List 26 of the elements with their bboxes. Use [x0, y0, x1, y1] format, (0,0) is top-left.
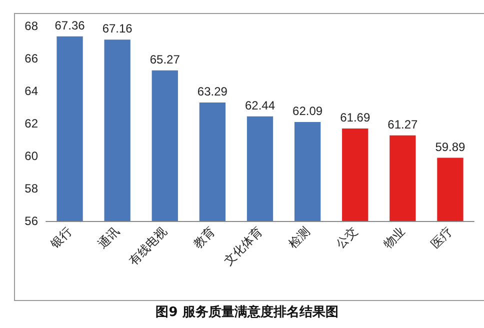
data-label: 61.69 — [340, 110, 370, 125]
data-label: 65.27 — [150, 52, 180, 66]
y-tick-label: 64 — [24, 84, 38, 98]
data-label: 67.36 — [54, 18, 86, 32]
x-tick-label: 文化体育 — [221, 224, 265, 268]
data-label: 63.29 — [197, 84, 228, 99]
data-label: 67.16 — [102, 22, 133, 36]
x-tick-label: 通讯 — [95, 224, 122, 251]
y-tick-label: 68 — [24, 19, 38, 33]
data-label: 62.44 — [244, 98, 276, 112]
data-label: 59.89 — [435, 140, 466, 154]
x-tick-label: 医疗 — [428, 224, 456, 251]
x-tick-label: 检测 — [286, 224, 313, 251]
y-tick-label: 58 — [24, 182, 38, 196]
y-tick-label: 66 — [24, 52, 38, 66]
x-tick-label: 银行 — [47, 224, 75, 252]
x-tick-label: 教育 — [190, 224, 218, 251]
x-tick-label: 物业 — [380, 224, 408, 251]
data-label: 62.09 — [292, 104, 323, 118]
y-tick-label: 62 — [24, 116, 38, 130]
text: 图9 服务质量满意度排名结果图 — [156, 304, 338, 320]
y-tick-label: 56 — [24, 214, 38, 228]
y-tick-label: 60 — [24, 149, 38, 163]
x-tick-label: 公交 — [333, 224, 360, 251]
x-tick-label: 有线电视 — [126, 224, 170, 268]
data-label: 61.27 — [388, 117, 418, 132]
